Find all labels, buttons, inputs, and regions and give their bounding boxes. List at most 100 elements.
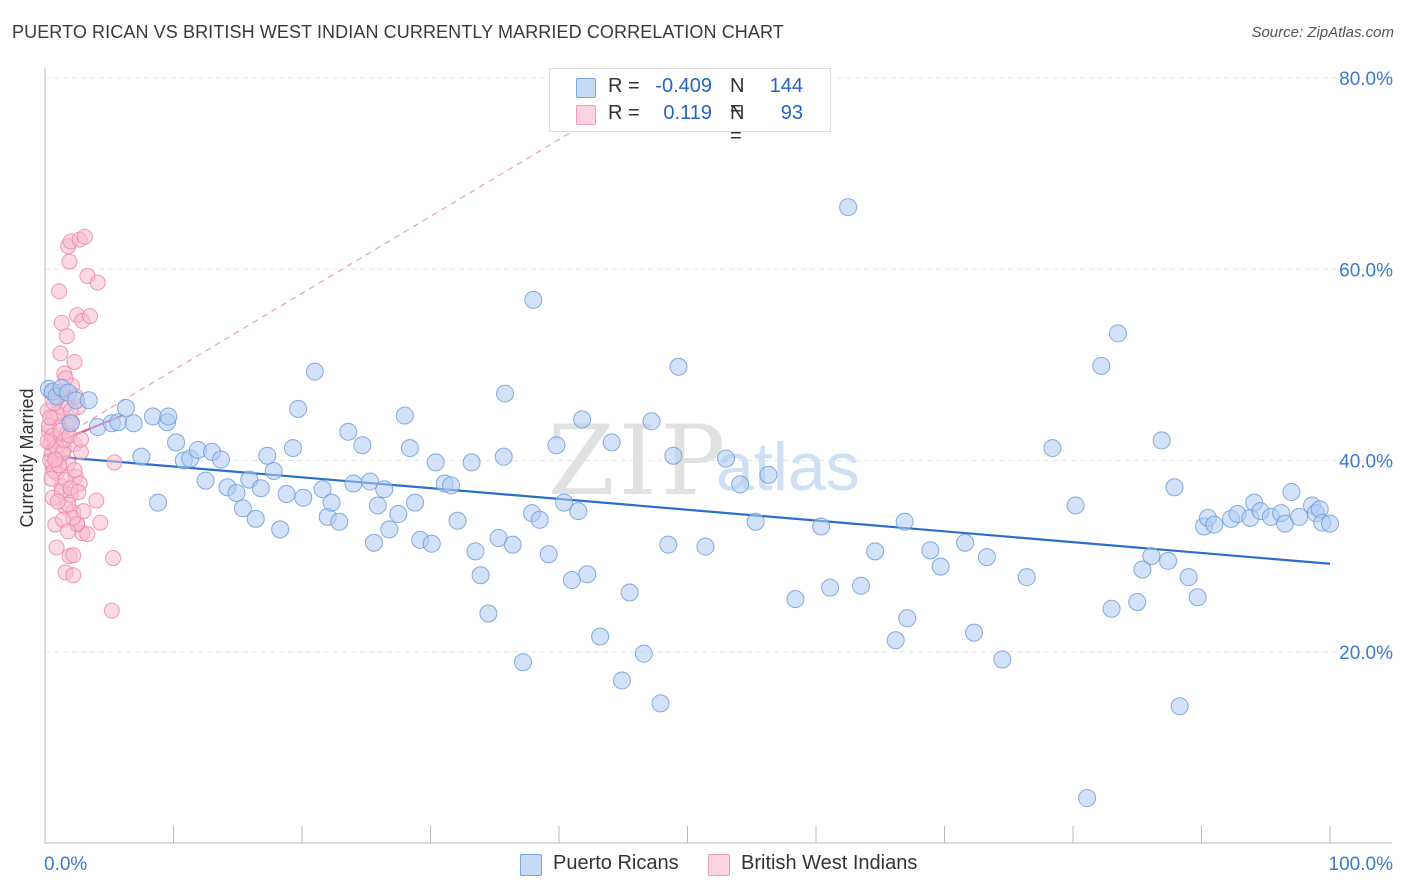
puerto-rican-point [1017, 568, 1036, 587]
puerto-rican-trend-line [44, 454, 1331, 565]
british-west-indian-point [66, 354, 83, 371]
puerto-rican-point [251, 479, 270, 498]
legend-n-label: N = [730, 102, 745, 147]
stats-legend: R = -0.409 N = 144 R = 0.119 N = 93 [549, 68, 831, 147]
puerto-rican-point [547, 436, 566, 455]
chart-title: PUERTO RICAN VS BRITISH WEST INDIAN CURR… [12, 22, 784, 42]
pink-trend-extension [44, 77, 663, 448]
puerto-rican-point [196, 471, 215, 490]
puerto-rican-point [284, 439, 303, 458]
puerto-rican-point [562, 571, 581, 590]
british-west-indian-point [58, 328, 75, 345]
puerto-rican-point [812, 517, 831, 536]
watermark-atlas: atlas [716, 429, 860, 505]
legend-r-value: -0.409 [655, 75, 712, 97]
puerto-rican-point [573, 410, 592, 429]
british-west-indian-point [52, 345, 69, 362]
puerto-rican-point [514, 653, 533, 672]
british-west-indian-point [49, 493, 66, 510]
british-west-indian-point [79, 526, 96, 543]
puerto-rican-point [466, 542, 485, 561]
puerto-rican-point [1179, 568, 1198, 587]
puerto-rican-point [1282, 483, 1301, 502]
british-west-indian-point [75, 503, 92, 520]
british-west-indian-point [103, 602, 120, 619]
puerto-rican-point [664, 446, 683, 465]
british-west-indian-point [53, 314, 70, 331]
puerto-rican-point [696, 537, 715, 556]
puerto-rican-point [132, 447, 151, 466]
puerto-rican-point [578, 565, 597, 584]
puerto-rican-point [620, 583, 639, 602]
data-points [39, 198, 1339, 808]
puerto-rican-point [746, 512, 765, 531]
puerto-rican-point [479, 604, 498, 623]
puerto-rican-point [462, 453, 481, 472]
british-west-indian-point [48, 539, 65, 556]
puerto-rican-point [116, 398, 135, 417]
puerto-rican-point [406, 493, 425, 512]
puerto-rican-point [1165, 478, 1184, 497]
puerto-rican-point [124, 414, 143, 433]
puerto-rican-point [364, 533, 383, 552]
puerto-rican-point [159, 407, 178, 426]
y-tick-label: 80.0% [1339, 69, 1393, 90]
puerto-rican-point [389, 505, 408, 524]
puerto-rican-point [368, 496, 387, 515]
grid-lines [45, 77, 1392, 653]
legend-r-label: R = [608, 102, 640, 124]
puerto-rican-point [634, 644, 653, 663]
british-west-indian-point [47, 451, 64, 468]
puerto-rican-point [1102, 599, 1121, 618]
puerto-rican-point [395, 406, 414, 425]
british-west-indian-point [43, 470, 60, 487]
puerto-rican-point [731, 475, 750, 494]
british-west-indian-point [81, 308, 98, 325]
puerto-rican-point [612, 671, 631, 690]
puerto-rican-point [866, 542, 885, 561]
puerto-rican-point [289, 399, 308, 418]
puerto-rican-point [1159, 551, 1178, 570]
puerto-rican-point [839, 198, 858, 217]
puerto-rican-point [330, 512, 349, 531]
legend-swatch-pink [576, 105, 596, 125]
puerto-rican-point [1078, 789, 1097, 808]
legend-n-value: 144 [769, 75, 803, 97]
legend-n-value: 93 [780, 102, 803, 124]
puerto-rican-point [380, 520, 399, 539]
puerto-rican-point [264, 462, 283, 481]
y-tick-label: 20.0% [1339, 643, 1393, 664]
puerto-rican-point [494, 447, 513, 466]
british-west-indian-point [105, 550, 122, 567]
puerto-rican-point [602, 433, 621, 452]
x-tick-label: 100.0% [1329, 854, 1394, 875]
puerto-rican-point [539, 545, 558, 564]
puerto-rican-point [1043, 439, 1062, 458]
puerto-rican-point [569, 502, 588, 521]
puerto-rican-point [344, 474, 363, 493]
puerto-rican-point [931, 557, 950, 576]
puerto-rican-point [271, 520, 290, 539]
puerto-rican-point [79, 391, 98, 410]
puerto-rican-point [294, 488, 313, 507]
legend-r-label: R = [608, 75, 640, 97]
british-west-indian-point [61, 253, 78, 270]
legend-n-label: N = [730, 75, 745, 120]
puerto-rican-point [400, 439, 419, 458]
legend-swatch-blue [520, 854, 542, 876]
axes [44, 68, 1392, 844]
puerto-rican-point [305, 362, 324, 381]
legend-swatch-blue [576, 78, 596, 98]
puerto-rican-point [149, 493, 168, 512]
puerto-rican-point [1170, 697, 1189, 716]
puerto-rican-point [886, 631, 905, 650]
british-west-indian-point [76, 228, 93, 245]
puerto-rican-point [669, 357, 688, 376]
puerto-rican-point [786, 590, 805, 609]
puerto-rican-point [1128, 593, 1147, 612]
puerto-rican-point [227, 484, 246, 503]
puerto-rican-point [1205, 515, 1224, 534]
puerto-rican-point [61, 414, 80, 433]
british-west-indian-point [106, 454, 123, 471]
